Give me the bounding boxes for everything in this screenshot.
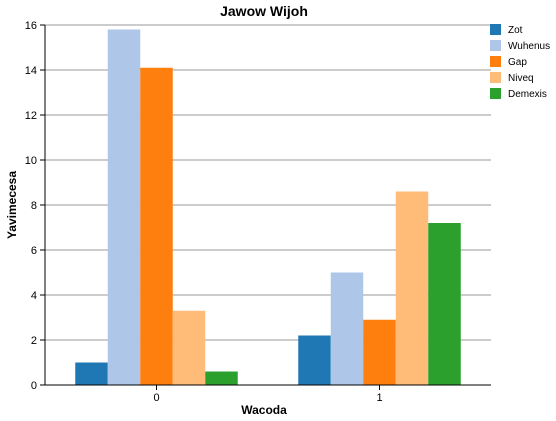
bar-demexis-1 [428,223,461,385]
bars [75,29,461,385]
legend: Zot Wuhenus Gap Niveq Demexis [490,24,550,100]
bar-zot-0 [75,362,108,385]
y-tick-label: 4 [31,290,37,302]
y-tick-label: 12 [25,110,37,122]
y-tick-label: 16 [25,20,37,32]
legend-swatch-gap [490,56,501,67]
bar-gap-0 [140,67,173,385]
x-tick-label: 1 [376,392,382,404]
bar-wuhenus-0 [107,29,141,385]
legend-label-zot: Zot [508,25,523,36]
y-axis-label: Yavimecesa [5,171,19,239]
y-tick-label: 8 [31,200,37,212]
legend-label-niveq: Niveq [508,73,534,84]
chart-title: Jawow Wijoh [220,3,308,19]
bar-niveq-0 [172,310,206,385]
axes: 0 2 4 6 8 10 12 14 16 0 1 [25,20,491,404]
y-tick-label: 2 [31,335,37,347]
legend-swatch-niveq [490,72,501,83]
legend-label-demexis: Demexis [508,89,547,100]
legend-label-wuhenus: Wuhenus [508,41,550,52]
bar-gap-1 [363,319,396,385]
bar-zot-1 [298,335,331,385]
legend-swatch-zot [490,24,501,35]
bar-demexis-0 [205,371,238,385]
y-tick-label: 6 [31,245,37,257]
y-tick-label: 14 [25,65,37,77]
y-tick-label: 10 [25,155,37,167]
bar-niveq-1 [395,191,429,385]
y-tick-label: 0 [31,380,37,392]
x-tick-label: 0 [153,392,159,404]
legend-label-gap: Gap [508,57,527,68]
legend-swatch-wuhenus [490,40,501,51]
x-axis-label: Wacoda [241,403,287,417]
legend-swatch-demexis [490,88,501,99]
bar-wuhenus-1 [330,272,364,385]
